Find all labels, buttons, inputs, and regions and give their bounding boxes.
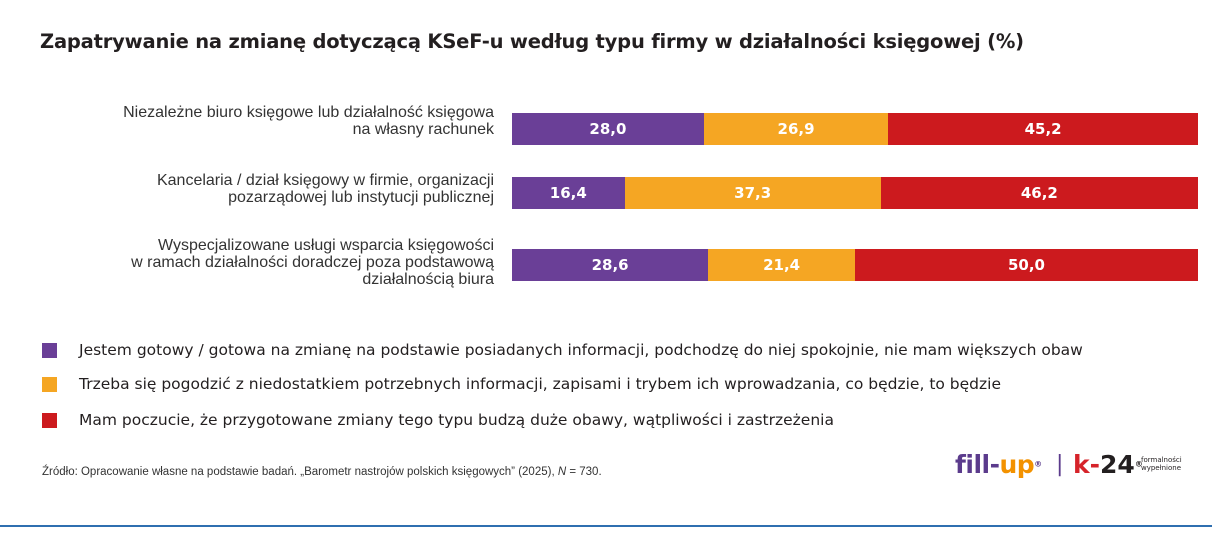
fillup-up-text: up (999, 450, 1035, 479)
k24-tagline-line2: wypełnione (1141, 464, 1182, 472)
bar-segment-resigned: 26,9 (703, 113, 889, 145)
legend-text: Trzeba się pogodzić z niedostatkiem potr… (79, 375, 1001, 393)
category-label-line: Kancelaria / dział księgowy w firmie, or… (156, 172, 494, 189)
category-label-line: Wyspecjalizowane usługi wsparcia księgow… (158, 237, 494, 254)
logo-separator: | (1056, 452, 1064, 477)
source-note: Źródło: Opracowanie własne na podstawie … (42, 466, 602, 478)
fillup-logo: fill-up® (955, 450, 1042, 479)
source-n-label: N (557, 466, 567, 478)
fillup-fill-text: fill- (955, 450, 1000, 479)
data-label: 50,0 (1007, 256, 1045, 274)
chart-title: Zapatrywanie na zmianę dotyczącą KSeF-u … (40, 30, 1024, 53)
k24-tagline: formalności wypełnione (1141, 456, 1182, 472)
category-label-line: w ramach działalności doradczej poza pod… (131, 254, 494, 271)
data-label: 21,4 (763, 256, 801, 274)
data-label: 45,2 (1024, 120, 1062, 138)
category-label: Wyspecjalizowane usługi wsparcia księgow… (24, 237, 494, 288)
data-label: 46,2 (1020, 184, 1058, 202)
source-prefix: Źródło: Opracowanie własne na podstawie … (42, 466, 558, 478)
bar-segment-concerned: 46,2 (880, 177, 1198, 209)
legend-text: Mam poczucie, że przygotowane zmiany teg… (79, 411, 834, 429)
bar-segment-ready: 16,4 (512, 177, 625, 209)
data-label: 26,9 (777, 120, 815, 138)
legend-item-resigned: Trzeba się pogodzić z niedostatkiem potr… (42, 374, 1001, 394)
bar-row: 28,6 21,4 50,0 (512, 249, 1198, 281)
legend-item-ready: Jestem gotowy / gotowa na zmianę na pods… (42, 340, 1083, 360)
data-label: 28,6 (591, 256, 629, 274)
category-label-line: na własny rachunek (352, 121, 494, 138)
k24-tagline-line1: formalności (1141, 456, 1182, 464)
bottom-divider (0, 525, 1212, 527)
category-label-line: działalnością biura (362, 271, 494, 288)
k24-k-text: k- (1073, 450, 1101, 479)
k24-logo: k-24® (1073, 450, 1143, 479)
k24-registered-mark: ® (1134, 459, 1143, 469)
bar-segment-resigned: 37,3 (624, 177, 881, 209)
legend-swatch (42, 412, 57, 428)
bar-segment-concerned: 50,0 (855, 249, 1198, 281)
legend-swatch (42, 342, 57, 358)
category-label-line: Niezależne biuro księgowe lub działalnoś… (123, 104, 494, 121)
data-label: 28,0 (589, 120, 627, 138)
bar-segment-resigned: 21,4 (708, 249, 855, 281)
category-label: Kancelaria / dział księgowy w firmie, or… (24, 172, 494, 206)
k24-num-text: 24 (1100, 450, 1135, 479)
legend-swatch (42, 376, 57, 392)
legend-text: Jestem gotowy / gotowa na zmianę na pods… (79, 341, 1083, 359)
bar-segment-ready: 28,6 (512, 249, 709, 281)
bar-segment-concerned: 45,2 (888, 113, 1198, 145)
fillup-registered-mark: ® (1034, 459, 1043, 469)
legend-item-concerned: Mam poczucie, że przygotowane zmiany teg… (42, 410, 834, 430)
category-label: Niezależne biuro księgowe lub działalnoś… (24, 104, 494, 138)
bar-segment-ready: 28,0 (512, 113, 704, 145)
data-label: 16,4 (549, 184, 587, 202)
bar-row: 28,0 26,9 45,2 (512, 113, 1198, 145)
category-label-line: pozarządowej lub instytucji publicznej (228, 189, 494, 206)
bar-row: 16,4 37,3 46,2 (512, 177, 1198, 209)
source-n-value: = 730. (566, 466, 602, 478)
data-label: 37,3 (734, 184, 772, 202)
